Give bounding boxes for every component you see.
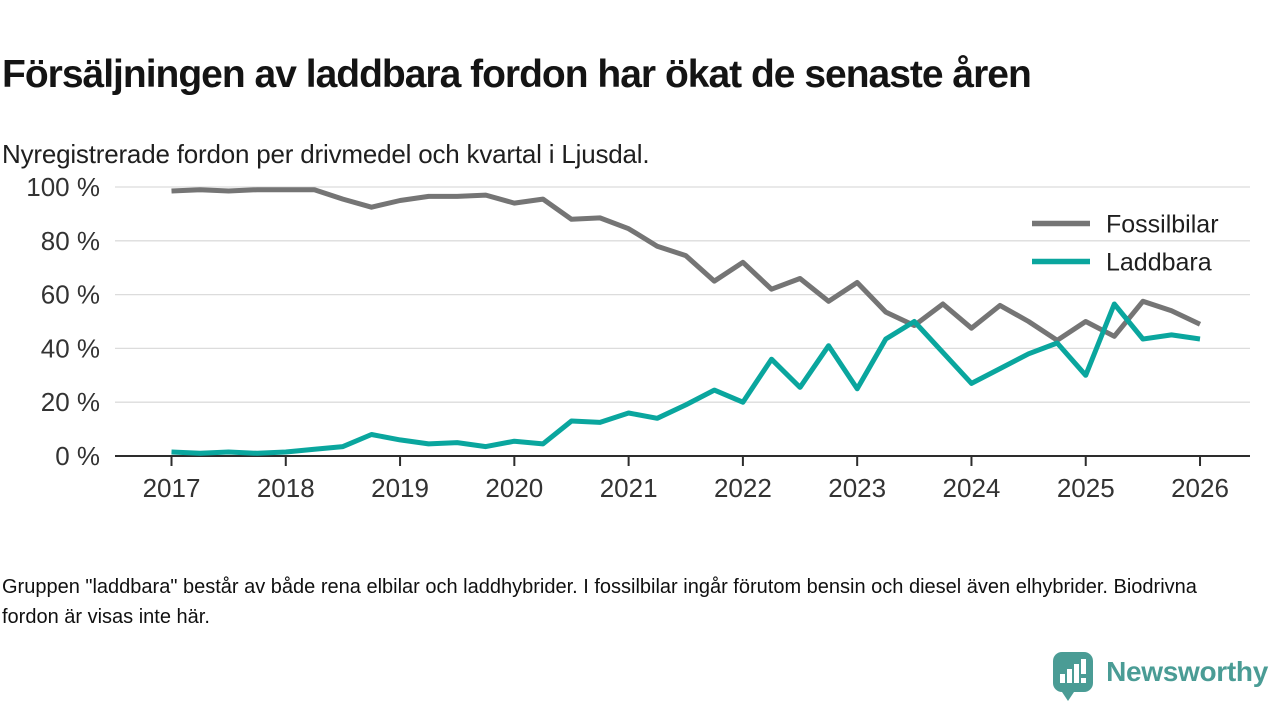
newsworthy-bubble-chart-icon	[1053, 652, 1094, 701]
icon-bar-medium	[1067, 669, 1073, 683]
series-line-laddbara	[171, 301, 1201, 456]
x-axis-label: 2025	[1057, 473, 1115, 503]
y-axis-label: 0 %	[55, 441, 100, 471]
x-axis-label: 2017	[143, 473, 201, 503]
icon-exclamation-bar	[1081, 659, 1087, 674]
x-axis-label: 2026	[1171, 473, 1229, 503]
x-axis-label: 2022	[714, 473, 772, 503]
brand-logo: Newsworthy	[1053, 648, 1268, 701]
y-axis-label: 60 %	[41, 280, 100, 310]
brand-name: Newsworthy	[1106, 656, 1268, 687]
icon-bar-small	[1060, 674, 1066, 683]
bubble-tail	[1060, 689, 1077, 701]
x-axis-label: 2020	[485, 473, 543, 503]
chart-canvas: 0 % 20 % 40 % 60 % 80 % 100 % 2017 2018 2019 2020…	[26, 172, 1250, 503]
x-axis-label: 2018	[257, 473, 315, 503]
legend-label-fossilbilar: Fossilbilar	[1106, 211, 1219, 239]
chart-subtitle: Nyregistrerade fordon per drivmedel och …	[2, 139, 650, 169]
icon-bar-large	[1074, 664, 1080, 683]
y-axis-label: 100 %	[26, 172, 100, 202]
chart-footnote: Gruppen "laddbara" består av både rena e…	[2, 576, 1197, 628]
y-axis-label: 40 %	[41, 333, 100, 363]
chart-title: Försäljningen av laddbara fordon har öka…	[2, 53, 1032, 97]
legend-label-laddbara: Laddbara	[1106, 249, 1212, 277]
y-axis-label: 80 %	[41, 226, 100, 256]
y-axis-label: 20 %	[41, 387, 100, 417]
x-axis-label: 2019	[371, 473, 429, 503]
icon-exclamation-dot	[1081, 678, 1087, 683]
x-axis-label: 2023	[828, 473, 886, 503]
series-line-fossilbilar	[171, 187, 1202, 343]
x-axis-label: 2024	[943, 473, 1001, 503]
x-axis-label: 2021	[600, 473, 658, 503]
